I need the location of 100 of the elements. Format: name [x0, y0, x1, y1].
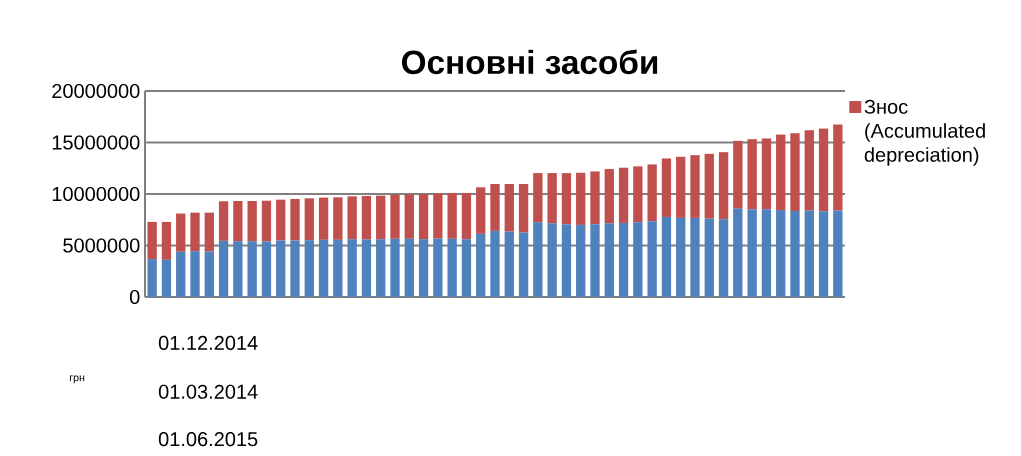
- y-tick-label: 10000000: [52, 186, 140, 202]
- text: грн: [69, 375, 85, 384]
- bar: [247, 201, 257, 242]
- bar: [604, 169, 614, 224]
- bar: [761, 138, 772, 210]
- bar: [290, 240, 300, 297]
- bar: [218, 201, 229, 241]
- bar: [404, 238, 414, 297]
- bar: [461, 239, 472, 297]
- bar: [261, 200, 272, 242]
- bar: [604, 223, 614, 297]
- y-tick-label: 5000000: [63, 238, 140, 253]
- bar: [533, 222, 543, 297]
- bar: [833, 124, 843, 211]
- bar: [533, 173, 543, 223]
- bar: [818, 211, 829, 297]
- bar: [661, 158, 672, 217]
- bar: [590, 224, 600, 297]
- bar: [518, 232, 529, 297]
- bar: [218, 240, 229, 297]
- bar: [747, 209, 757, 297]
- bar: [647, 164, 657, 222]
- bar: [361, 239, 372, 297]
- chart-title: Основні засоби: [401, 49, 658, 75]
- bar: [704, 218, 714, 297]
- bar: [561, 224, 572, 297]
- bar: [561, 173, 572, 225]
- bar: [761, 209, 772, 297]
- bar: [333, 239, 343, 297]
- bar: [176, 213, 186, 252]
- bar: [790, 210, 800, 297]
- bar: [318, 197, 329, 240]
- bar: [318, 239, 329, 297]
- bar: [204, 251, 214, 297]
- bar: [190, 212, 200, 252]
- bar: [147, 221, 157, 260]
- bar: [518, 184, 529, 233]
- bar: [504, 231, 514, 297]
- y-tick-label: 20000000: [52, 83, 140, 99]
- bar: [718, 152, 729, 220]
- bar: [818, 128, 829, 212]
- text: 01.03.2014: [158, 384, 258, 399]
- bar: [304, 198, 314, 241]
- bar: [304, 240, 314, 297]
- bar: [347, 196, 357, 240]
- bar: [147, 259, 157, 297]
- bar: [633, 166, 643, 223]
- bar: [804, 130, 814, 211]
- bar: [361, 195, 372, 240]
- bar: [690, 217, 700, 297]
- bar: [676, 217, 686, 297]
- bar: [447, 238, 457, 297]
- bar: [704, 153, 714, 219]
- bar: [233, 201, 243, 242]
- bar: [490, 184, 500, 231]
- bar: [290, 198, 300, 241]
- bar: [347, 239, 357, 297]
- bar: [804, 210, 814, 297]
- bar: [661, 216, 672, 297]
- bar: [433, 238, 443, 297]
- text: 01.12.2014: [158, 335, 258, 350]
- bar: [276, 199, 286, 241]
- bar: [476, 187, 486, 234]
- bar: [618, 222, 629, 297]
- bar: [690, 155, 700, 218]
- y-tick-label: 15000000: [52, 135, 140, 150]
- bar: [204, 212, 214, 252]
- bar: [790, 133, 800, 211]
- bar: [833, 210, 843, 297]
- bar: [576, 224, 586, 297]
- bar: [461, 192, 472, 240]
- bar: [733, 140, 743, 209]
- bar: [161, 259, 172, 297]
- bar: [476, 233, 486, 297]
- bar: [333, 197, 343, 240]
- bar: [376, 239, 386, 297]
- bar: [418, 193, 429, 240]
- bar: [747, 139, 757, 210]
- bar: [404, 194, 414, 239]
- bar: [647, 221, 657, 297]
- bar: [776, 209, 786, 297]
- bar: [490, 230, 500, 297]
- bar: [547, 223, 557, 297]
- bar: [418, 239, 429, 297]
- legend-label: Знос (Accumulated depreciation): [864, 99, 985, 166]
- y-tick-label: 0: [129, 289, 140, 305]
- bar: [733, 208, 743, 297]
- bar: [276, 240, 286, 297]
- bar: [233, 241, 243, 297]
- bar: [247, 241, 257, 297]
- bar: [390, 238, 400, 297]
- bar: [776, 134, 786, 210]
- bar: [190, 251, 200, 297]
- bar: [161, 221, 172, 260]
- bar: [390, 194, 400, 239]
- bar: [633, 222, 643, 297]
- bar: [618, 167, 629, 223]
- bar: [590, 171, 600, 225]
- bar: [576, 172, 586, 225]
- bar: [547, 173, 557, 224]
